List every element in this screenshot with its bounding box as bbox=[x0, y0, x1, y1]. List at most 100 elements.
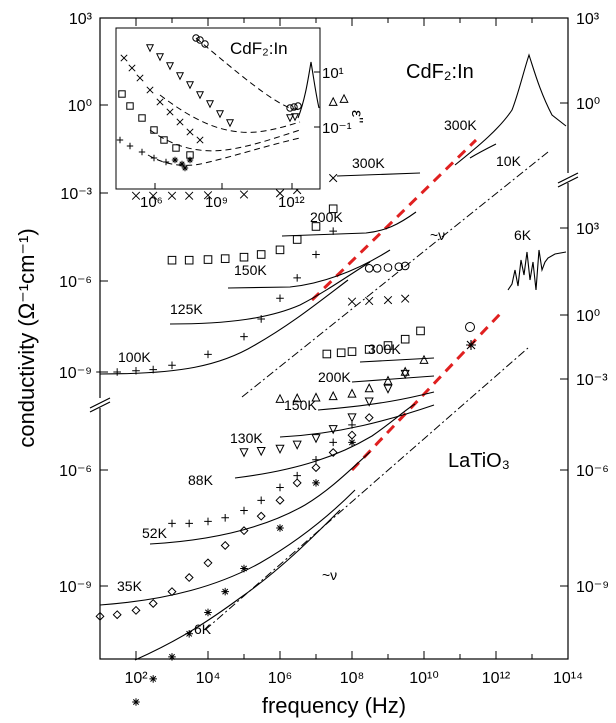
lower-52K-point-7 bbox=[293, 471, 301, 480]
upper-nu-slope-line bbox=[241, 151, 549, 398]
upper-150K-point-9 bbox=[329, 173, 338, 183]
inset-triangle-down-point-6 bbox=[205, 100, 215, 109]
fit-130k-lower bbox=[279, 404, 435, 438]
upper-125K-point-4 bbox=[239, 252, 249, 262]
inset-dashed-curve-1 bbox=[195, 37, 301, 111]
lower-nu-label: ~ν bbox=[322, 567, 337, 583]
lower-88K-point-4 bbox=[311, 434, 321, 444]
y-right-tick-label-0: 10³ bbox=[576, 11, 600, 28]
label-300k-lower: 300K bbox=[368, 341, 401, 357]
label-cdf2-10k: 10K bbox=[496, 153, 522, 169]
label-200k-lower: 200K bbox=[318, 369, 351, 385]
label-88k-lower: 88K bbox=[188, 472, 214, 488]
inset-x-point-1 bbox=[128, 64, 136, 72]
label-cdf2-6k: 6K bbox=[514, 227, 532, 243]
lower-300K-point-2 bbox=[383, 263, 393, 272]
upper-150K-point-4 bbox=[203, 191, 213, 200]
lower-52K-point-9 bbox=[329, 438, 337, 447]
lower-130K-point-2 bbox=[311, 392, 321, 402]
lower-35K-point-13 bbox=[328, 448, 338, 458]
inset-triangle-down-point-5 bbox=[195, 91, 205, 100]
lower-300K-point-1 bbox=[372, 264, 382, 273]
inset-triangle-down-point-7 bbox=[215, 110, 225, 119]
upper-200K-point-5 bbox=[328, 96, 338, 106]
upper-150K-point-1 bbox=[149, 191, 158, 200]
inset-triangle-down-point-10 bbox=[290, 113, 300, 122]
x-tick-label-6: 10¹⁴ bbox=[553, 670, 583, 687]
lower-6K-point-9 bbox=[348, 438, 356, 447]
lower-200K-point-0 bbox=[347, 297, 357, 306]
lower-52K-point-0 bbox=[168, 519, 176, 528]
upper-150K-point-6 bbox=[275, 189, 285, 198]
lower-6K-point-3 bbox=[185, 629, 193, 638]
y-right-tick-label-2: 10³ bbox=[576, 221, 600, 238]
inset-plus-point-2 bbox=[138, 148, 146, 156]
upper-100K-point-4 bbox=[168, 361, 176, 370]
y-left-upper-tick-label-4: 10⁻⁹ bbox=[59, 365, 92, 382]
cdf2-10k-epsilon-curve bbox=[469, 143, 497, 159]
lower-35K-point-7 bbox=[220, 540, 230, 550]
lower-52K-point-4 bbox=[240, 506, 248, 515]
inset-circle-point-4 bbox=[290, 103, 298, 111]
inset-triangle-down-point-9 bbox=[285, 114, 295, 123]
upper-red-dashed-line bbox=[310, 138, 478, 302]
lower-6K-point-5 bbox=[221, 587, 229, 596]
epsilon-axis-label: ε'' bbox=[348, 110, 365, 123]
lower-52K-point-1 bbox=[185, 519, 193, 528]
upper-100K-point-10 bbox=[312, 250, 320, 259]
inset-panel: CdF₂:In 10⁶ 10⁹ 10¹² 10¹ 10⁻¹ bbox=[115, 27, 352, 211]
inset-circle-point-5 bbox=[294, 102, 302, 110]
x-tick-label-1: 10⁴ bbox=[196, 670, 221, 687]
lower-150K-point-5 bbox=[400, 334, 410, 344]
upper-200K-point-6 bbox=[339, 93, 349, 103]
lower-35K-point-1 bbox=[112, 610, 122, 620]
lower-200K-point-3 bbox=[401, 294, 410, 303]
inset-plus-point-4 bbox=[162, 158, 170, 166]
x-tick-label-4: 10¹⁰ bbox=[409, 670, 439, 687]
fit-300k-lower bbox=[359, 357, 435, 363]
latio3-label: LaTiO₃ bbox=[448, 450, 510, 472]
inset-triangle-down-point-0 bbox=[145, 44, 155, 53]
y-left-upper-tick-label-1: 10⁰ bbox=[68, 98, 92, 115]
inset-x-tick-1e12: 10¹² bbox=[278, 194, 305, 211]
cdf2-300k-epsilon-curve bbox=[454, 53, 567, 166]
inset-x-point-3 bbox=[146, 86, 154, 94]
fit-300k-upper bbox=[336, 172, 421, 177]
label-52k-lower: 52K bbox=[142, 525, 168, 541]
inset-ticks bbox=[154, 71, 320, 189]
inset-plus-point-3 bbox=[150, 154, 158, 162]
lower-35K-point-0 bbox=[95, 611, 105, 621]
y-left-lower-tick-label-0: 10⁻⁶ bbox=[59, 463, 92, 480]
inset-square-point-1 bbox=[126, 102, 134, 110]
inset-asterisk-point-0 bbox=[171, 156, 179, 164]
fit-200k-lower bbox=[351, 375, 435, 383]
lower-35K-point-3 bbox=[148, 598, 158, 608]
inset-triangle-down-point-3 bbox=[175, 72, 185, 81]
inset-asterisk-point-3 bbox=[181, 164, 189, 172]
lower-88K-point-9 bbox=[400, 369, 410, 380]
inset-x-tick-1e9: 10⁹ bbox=[205, 194, 228, 211]
lower-130K-point-6 bbox=[383, 375, 393, 385]
upper-150K-point-2 bbox=[167, 191, 177, 200]
y-right-tick-label-3: 10⁰ bbox=[576, 308, 600, 325]
upper-100K-point-6 bbox=[240, 332, 248, 341]
lower-130K-point-8 bbox=[419, 354, 429, 364]
lower-130K-point-3 bbox=[328, 390, 338, 401]
lower-35K-point-14 bbox=[347, 430, 357, 440]
x-tick-label-2: 10⁶ bbox=[268, 670, 292, 687]
inset-plus-point-0 bbox=[116, 136, 124, 144]
inset-x-point-8 bbox=[196, 136, 204, 144]
lower-88K-point-7 bbox=[364, 397, 374, 407]
lower-88K-point-5 bbox=[328, 425, 338, 435]
label-200k-upper: 200K bbox=[310, 209, 343, 225]
axis-break-marks bbox=[89, 172, 579, 413]
inset-dashed-curve-3 bbox=[149, 129, 301, 152]
label-35k-lower: 35K bbox=[117, 578, 143, 594]
lower-35K-point-11 bbox=[292, 478, 302, 488]
fit-88k-lower bbox=[234, 403, 416, 479]
inset-plus-point-1 bbox=[126, 142, 134, 150]
y-axis-title: conductivity (Ω⁻¹cm⁻¹) bbox=[14, 228, 39, 447]
lower-130K-point-5 bbox=[364, 383, 374, 393]
x-axis-title: frequency (Hz) bbox=[262, 693, 406, 718]
